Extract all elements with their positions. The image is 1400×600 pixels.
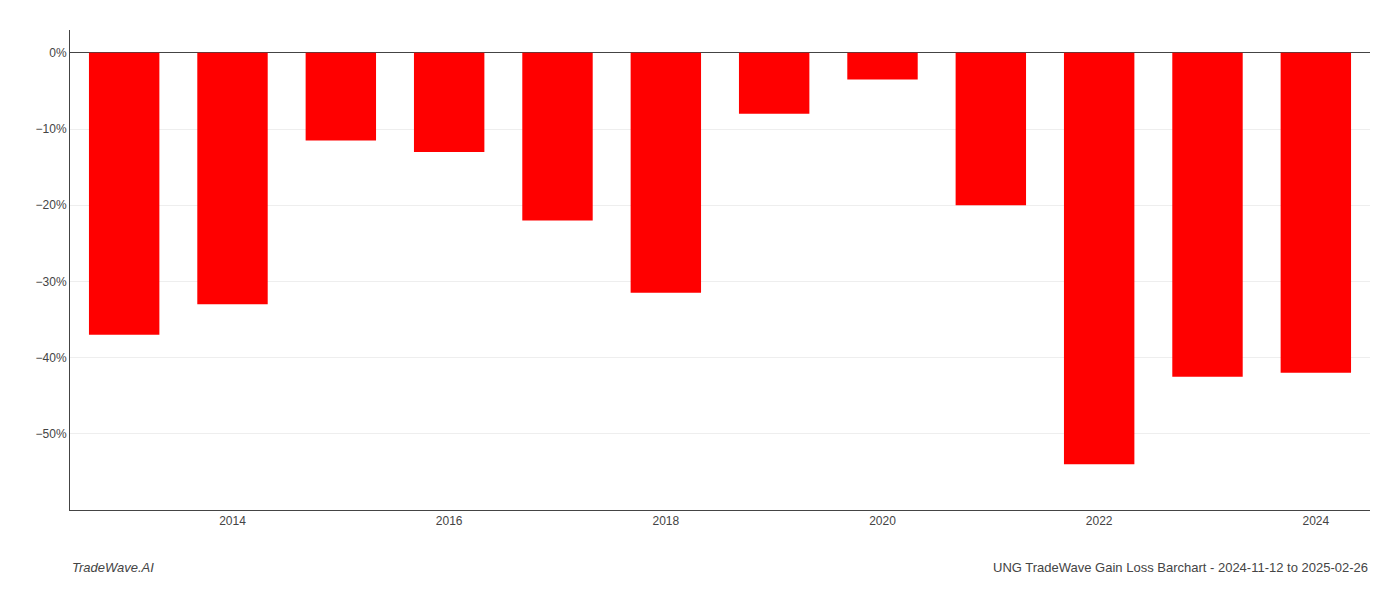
svg-text:−10%: −10% <box>36 122 67 136</box>
svg-text:−50%: −50% <box>36 427 67 441</box>
svg-text:2024: 2024 <box>1302 514 1329 528</box>
svg-text:−30%: −30% <box>36 275 67 289</box>
svg-text:2022: 2022 <box>1086 514 1113 528</box>
svg-text:2016: 2016 <box>436 514 463 528</box>
svg-text:2018: 2018 <box>652 514 679 528</box>
svg-text:0%: 0% <box>49 46 67 60</box>
svg-text:TradeWave.AI: TradeWave.AI <box>72 560 154 575</box>
svg-text:2020: 2020 <box>869 514 896 528</box>
svg-text:−40%: −40% <box>36 351 67 365</box>
svg-text:−20%: −20% <box>36 198 67 212</box>
svg-text:2014: 2014 <box>219 514 246 528</box>
svg-text:UNG TradeWave Gain Loss Barcha: UNG TradeWave Gain Loss Barchart - 2024-… <box>993 560 1368 575</box>
